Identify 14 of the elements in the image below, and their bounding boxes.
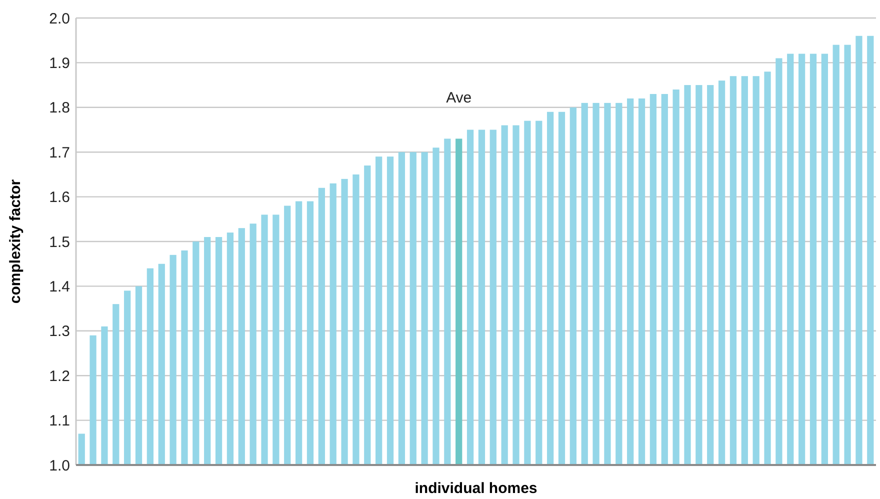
y-tick-label: 1.9 bbox=[49, 54, 70, 72]
y-tick-label: 1.2 bbox=[49, 368, 70, 385]
y-tick-label: 1.6 bbox=[49, 189, 70, 206]
y-tick-label: 1.8 bbox=[49, 100, 70, 117]
y-tick-label: 1.0 bbox=[49, 457, 70, 474]
y-tick-label: 1.1 bbox=[49, 412, 70, 430]
annotation: Ave bbox=[446, 90, 472, 107]
y-tick-label: 1.3 bbox=[49, 323, 70, 340]
y-tick-label: 1.7 bbox=[49, 144, 70, 162]
y-axis-title: complexity factor bbox=[7, 179, 24, 304]
y-tick-label: 1.5 bbox=[49, 234, 70, 251]
y-tick-label: 2.0 bbox=[49, 10, 70, 28]
x-axis-title: individual homes bbox=[414, 480, 538, 497]
y-tick-label: 1.4 bbox=[49, 278, 70, 296]
